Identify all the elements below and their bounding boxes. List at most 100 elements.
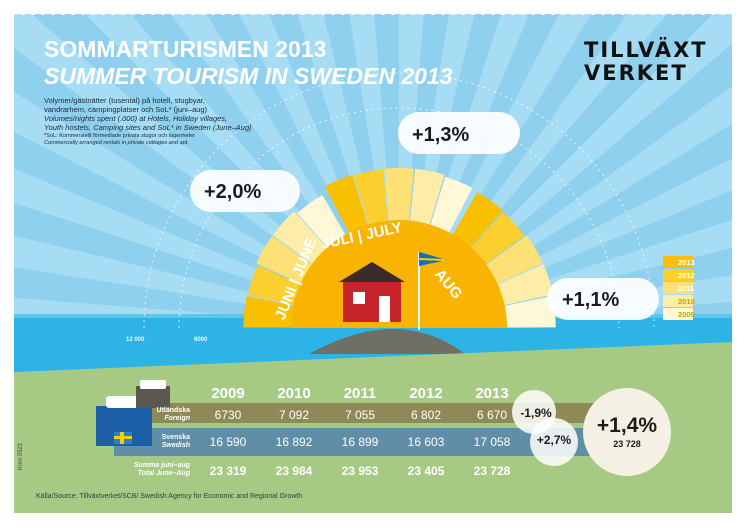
stamp-perforation	[730, 9, 736, 15]
bar-2012-1	[353, 169, 390, 237]
stamp-perforation	[170, 9, 176, 15]
legend-swatch-2010	[663, 295, 693, 307]
change-swedish: +2,7%	[536, 433, 572, 447]
stamp-perforation	[350, 9, 356, 15]
flag-cross	[418, 258, 446, 261]
table-year-2009: 2009	[211, 385, 245, 402]
stamp-perforation	[530, 9, 536, 15]
stamp-perforation	[740, 9, 746, 15]
table-cell: 7 055	[344, 408, 376, 422]
table-cell: 23 953	[341, 464, 379, 478]
stamp-perforation	[260, 9, 266, 15]
bar-2011-1	[384, 168, 414, 234]
stamp-perforation	[250, 9, 256, 15]
cloud	[190, 170, 300, 212]
stamp-perforation	[30, 9, 36, 15]
table-cell: 23 405	[407, 464, 445, 478]
stamp-perforation	[400, 9, 406, 15]
stamp-perforation	[90, 9, 96, 15]
stamp-perforation	[100, 9, 106, 15]
table-cell: 23 319	[209, 464, 247, 478]
logo-line1: TILLVÄXT	[584, 38, 708, 62]
stamp-perforation	[160, 9, 166, 15]
table-cell: 23 984	[275, 464, 313, 478]
stamp-perforation	[240, 9, 246, 15]
house-wall	[343, 280, 401, 322]
stamp-perforation	[330, 9, 336, 15]
change-foreign: -1,9%	[520, 406, 552, 420]
stamp-perforation	[620, 9, 626, 15]
table-cell: 16 590	[209, 435, 247, 449]
table-cell: 16 892	[275, 435, 313, 449]
bubble-swedish	[530, 418, 578, 466]
stamp-perforation	[280, 9, 286, 15]
change-label-june: +2,0%	[204, 181, 262, 203]
bar-2013-1	[324, 175, 372, 244]
stamp-perforation	[550, 9, 556, 15]
bubble-total	[583, 388, 671, 476]
stamp-perforation	[430, 9, 436, 15]
table-cell: 17 058	[473, 435, 511, 449]
stamp-perforation	[460, 9, 466, 15]
bed-flag-cross	[114, 436, 132, 439]
stamp-perforation	[640, 9, 646, 15]
source-note: Källa/Source: Tillväxtverket/SCB/ Swedis…	[36, 493, 303, 500]
table-year-2013: 2013	[475, 385, 509, 402]
axis-tick-6000: 6000	[194, 337, 208, 343]
stamp-perforation	[40, 9, 46, 15]
stamp-perforation	[410, 9, 416, 15]
house-roof	[339, 262, 405, 282]
cloud	[547, 278, 659, 320]
table-cell: 16 899	[341, 435, 379, 449]
table-cell: 23 728	[473, 464, 511, 478]
stamp-perforation	[320, 9, 326, 15]
stamp-perforation	[230, 9, 236, 15]
stamp-perforation	[300, 9, 306, 15]
legend-label-2013: 2013	[678, 258, 695, 267]
subtitle-sv-line1: Volymer/gästnätter (tusental) på hotell,…	[44, 96, 205, 105]
stamp-perforation	[610, 9, 616, 15]
bar-2009-1	[426, 176, 473, 244]
stamp-perforation	[80, 9, 86, 15]
subtitle-en-line1: Volumes/nights spent (.000) at Hotels, H…	[44, 114, 228, 123]
title-swedish: SOMMARTURISMEN 2013	[44, 36, 327, 62]
table-year-2011: 2011	[343, 385, 377, 402]
stamp-perforation	[450, 9, 456, 15]
stamp-perforation	[60, 9, 66, 15]
stamp-perforation	[580, 9, 586, 15]
legend-swatch-2013	[663, 256, 693, 268]
table-year-2012: 2012	[409, 385, 443, 402]
table-cell: 6 670	[476, 408, 508, 422]
bed-foreign	[136, 386, 170, 408]
bar-2010-2	[485, 264, 554, 308]
table-cell: 6730	[214, 408, 242, 422]
stamp-perforation	[220, 9, 226, 15]
table-cell: 6 802	[410, 408, 442, 422]
axis-tick-12000: 12 000	[126, 337, 145, 343]
stamp-perforation	[710, 9, 716, 15]
row-bar-foreign	[114, 403, 634, 423]
stamp-perforation	[470, 9, 476, 15]
legend-swatch-2012	[663, 269, 693, 281]
table-cell: 7 092	[278, 408, 310, 422]
change-label-august: +1,1%	[562, 289, 620, 311]
cloud	[398, 112, 520, 154]
stamp-perforation	[700, 9, 706, 15]
table-cell: 16 603	[407, 435, 445, 449]
stamp-perforation	[570, 9, 576, 15]
stamp-perforation	[70, 9, 76, 15]
stamp-perforation	[290, 9, 296, 15]
stamp-perforation	[370, 9, 376, 15]
stamp-perforation	[690, 9, 696, 15]
footnote-sv: *SoL: Kommersiellt förmedlade privata st…	[44, 133, 196, 139]
change-label-july: +1,3%	[412, 124, 470, 146]
stamp-perforation	[390, 9, 396, 15]
stamp-perforation	[0, 9, 6, 15]
stamp-perforation	[120, 9, 126, 15]
stamp-perforation	[680, 9, 686, 15]
stamp-perforation	[130, 9, 136, 15]
stamp-perforation	[190, 9, 196, 15]
bar-2013-0	[243, 296, 307, 328]
logo-line2: VERKET	[584, 61, 688, 85]
